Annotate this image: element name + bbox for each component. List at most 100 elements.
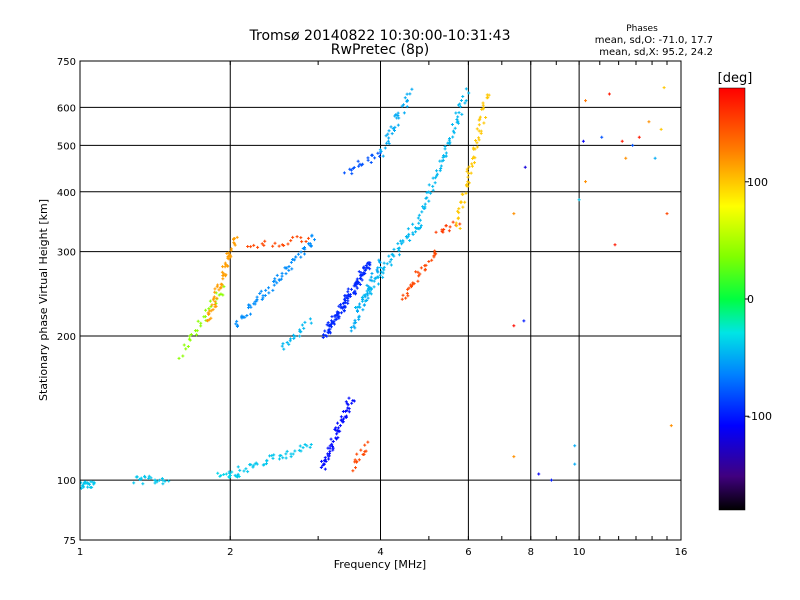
data-point xyxy=(482,121,486,125)
axis-ticks: 1 2 4 6 8 10 16 75 100 200 300 400 500 600 750 xyxy=(57,57,687,558)
data-point xyxy=(405,236,409,240)
data-point xyxy=(332,321,336,325)
data-point xyxy=(333,318,337,322)
data-point xyxy=(459,99,463,103)
data-point xyxy=(298,444,302,448)
data-point xyxy=(255,295,259,299)
data-point xyxy=(584,180,588,184)
data-point xyxy=(251,465,255,469)
data-point xyxy=(647,120,651,124)
data-point xyxy=(299,236,303,240)
data-point xyxy=(325,323,329,327)
data-point xyxy=(433,181,437,185)
data-point xyxy=(418,226,422,230)
data-point xyxy=(221,277,225,281)
data-point xyxy=(356,159,360,163)
data-point xyxy=(431,176,435,180)
data-point xyxy=(512,455,516,459)
data-point xyxy=(291,235,295,239)
data-point xyxy=(487,93,491,97)
data-point xyxy=(523,165,527,169)
data-point xyxy=(177,356,181,360)
data-point xyxy=(371,153,375,157)
y-tick-label: 500 xyxy=(57,141,76,152)
data-point xyxy=(581,139,585,143)
data-point xyxy=(352,399,356,403)
data-point xyxy=(376,270,380,274)
data-point xyxy=(475,141,479,145)
data-point xyxy=(245,313,249,317)
data-point xyxy=(448,140,452,144)
data-point xyxy=(459,105,463,109)
data-point xyxy=(366,286,370,290)
data-point xyxy=(249,463,253,467)
data-point xyxy=(308,317,312,321)
data-point xyxy=(80,481,83,485)
data-point xyxy=(217,288,221,292)
data-point xyxy=(457,111,461,115)
data-point xyxy=(342,171,346,175)
phase-legend-title: Phases xyxy=(626,24,658,34)
data-point xyxy=(334,426,338,430)
data-point xyxy=(218,474,222,478)
data-point xyxy=(442,154,446,158)
data-point xyxy=(373,156,377,160)
data-point xyxy=(355,460,359,464)
data-point xyxy=(455,118,459,122)
data-point xyxy=(386,139,390,143)
data-point xyxy=(258,291,262,295)
data-point xyxy=(216,283,220,287)
data-point xyxy=(381,154,385,158)
data-point xyxy=(350,401,354,405)
data-point xyxy=(480,107,484,111)
data-point xyxy=(186,344,190,348)
data-point xyxy=(379,149,383,153)
data-point xyxy=(207,307,211,311)
data-point xyxy=(631,143,635,147)
data-point xyxy=(447,229,451,233)
data-point xyxy=(329,319,333,323)
data-point xyxy=(573,462,577,466)
data-point xyxy=(659,127,663,131)
data-point xyxy=(223,274,227,278)
data-point xyxy=(354,466,358,470)
data-point xyxy=(280,344,284,348)
data-point xyxy=(405,99,409,103)
data-point xyxy=(373,276,377,280)
data-point xyxy=(467,91,471,95)
data-point xyxy=(153,479,157,483)
grid-lines xyxy=(80,61,681,540)
phase-legend-x: mean, sd,X: 95.2, 24.2 xyxy=(599,47,713,58)
data-point xyxy=(255,462,259,466)
data-point xyxy=(355,305,359,309)
data-point xyxy=(309,442,313,446)
data-point xyxy=(653,156,657,160)
data-point xyxy=(342,309,346,313)
data-point xyxy=(329,437,333,441)
data-point xyxy=(473,161,477,165)
data-point xyxy=(452,131,456,135)
data-point xyxy=(298,328,302,332)
data-point xyxy=(484,115,488,119)
data-point xyxy=(460,112,464,116)
data-point xyxy=(512,212,516,216)
data-point xyxy=(330,444,334,448)
data-point xyxy=(285,449,289,453)
data-point xyxy=(421,205,425,209)
data-point xyxy=(459,200,463,204)
data-point xyxy=(354,292,358,296)
data-point xyxy=(414,270,418,274)
data-point xyxy=(328,327,332,331)
data-point xyxy=(458,102,462,106)
y-tick-label: 75 xyxy=(63,536,76,547)
data-point xyxy=(339,415,343,419)
data-point xyxy=(573,444,577,448)
data-point xyxy=(349,325,353,329)
data-point xyxy=(464,191,468,195)
data-point xyxy=(353,458,357,462)
data-point xyxy=(330,442,334,446)
data-point xyxy=(248,303,252,307)
data-point xyxy=(396,111,400,115)
data-point xyxy=(442,227,446,231)
data-point xyxy=(135,475,139,479)
